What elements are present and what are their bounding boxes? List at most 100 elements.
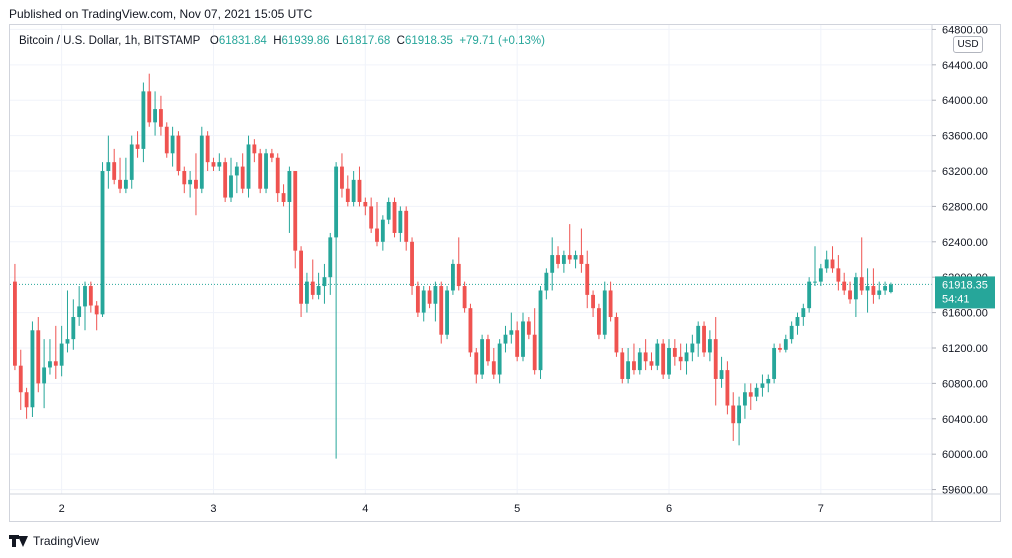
candle bbox=[281, 184, 286, 207]
candle-body bbox=[719, 370, 724, 379]
candle-body bbox=[795, 317, 800, 326]
candle bbox=[614, 312, 619, 357]
candle bbox=[159, 95, 163, 136]
close-value: 61918.35 bbox=[404, 35, 453, 47]
candle-body bbox=[415, 286, 420, 313]
footer-brand[interactable]: TradingView bbox=[9, 534, 99, 548]
candle bbox=[491, 347, 496, 379]
candle-body bbox=[538, 290, 543, 371]
candle-body bbox=[556, 255, 560, 264]
candle bbox=[509, 312, 514, 344]
candle-body bbox=[386, 201, 391, 220]
candle bbox=[363, 197, 368, 216]
candle bbox=[760, 374, 765, 397]
candle bbox=[807, 277, 812, 313]
candle bbox=[427, 286, 432, 309]
candle-body bbox=[637, 352, 642, 371]
candle bbox=[258, 148, 263, 194]
candle bbox=[877, 281, 882, 300]
candle-body bbox=[153, 109, 157, 123]
candle-body bbox=[176, 135, 181, 172]
candle-body bbox=[620, 352, 625, 379]
candle-body bbox=[369, 206, 374, 229]
candle-body bbox=[182, 171, 187, 185]
candle-body bbox=[509, 330, 514, 335]
currency-badge[interactable]: USD bbox=[953, 36, 983, 53]
candle bbox=[503, 325, 508, 353]
candle bbox=[398, 206, 403, 242]
candle bbox=[515, 321, 520, 362]
candle-body bbox=[678, 356, 683, 362]
candle-body bbox=[748, 392, 753, 397]
ohlc-legend: Bitcoin / U.S. Dollar, 1h, BITSTAMP O618… bbox=[19, 35, 545, 47]
candle bbox=[748, 383, 753, 410]
candle bbox=[164, 122, 169, 158]
candle bbox=[865, 268, 870, 313]
candle-body bbox=[316, 286, 321, 295]
y-tick-label: 59600.00 bbox=[942, 485, 988, 497]
candle-body bbox=[871, 286, 876, 295]
candle bbox=[824, 250, 829, 273]
candle bbox=[585, 250, 590, 309]
candle-body bbox=[626, 361, 631, 379]
candle-body bbox=[567, 255, 572, 260]
candle-body bbox=[754, 387, 759, 397]
candle-body bbox=[334, 166, 339, 238]
candle-body bbox=[585, 263, 590, 295]
candle-body bbox=[71, 317, 76, 340]
candle-body bbox=[188, 179, 193, 185]
last-price-badge bbox=[935, 276, 995, 309]
candle bbox=[848, 281, 852, 304]
candle bbox=[550, 237, 555, 291]
candle-body bbox=[159, 109, 163, 127]
candle-body bbox=[112, 162, 117, 180]
candle-body bbox=[194, 179, 198, 189]
candle-body bbox=[760, 383, 765, 388]
candles bbox=[13, 73, 893, 459]
candle-body bbox=[100, 171, 105, 315]
candle-body bbox=[778, 347, 782, 350]
candle bbox=[380, 215, 385, 251]
x-tick-label: 6 bbox=[666, 503, 672, 515]
candle-body bbox=[59, 343, 64, 366]
brand-name: TradingView bbox=[33, 534, 100, 548]
candle-body bbox=[211, 162, 216, 167]
candle-body bbox=[340, 166, 344, 189]
candle-body bbox=[702, 325, 706, 353]
candle-body bbox=[737, 405, 741, 424]
candle bbox=[474, 347, 479, 384]
candle-body bbox=[380, 219, 385, 242]
candle bbox=[783, 334, 788, 353]
candle-body bbox=[865, 286, 870, 291]
candle-body bbox=[94, 305, 99, 315]
candle-body bbox=[486, 339, 490, 362]
candle bbox=[421, 286, 426, 322]
candle bbox=[334, 162, 339, 459]
candle bbox=[462, 281, 467, 313]
candle bbox=[340, 153, 344, 198]
candle-body bbox=[813, 281, 817, 283]
candle bbox=[468, 303, 473, 357]
change-value: +79.71 (+0.13%) bbox=[459, 35, 545, 47]
candle bbox=[77, 286, 82, 326]
candle bbox=[112, 148, 117, 185]
candle bbox=[36, 317, 41, 393]
candle bbox=[415, 281, 420, 318]
last-price-value: 61918.35 bbox=[942, 279, 988, 291]
candle bbox=[439, 281, 444, 344]
candle bbox=[719, 356, 724, 388]
candle-body bbox=[655, 343, 660, 366]
candle bbox=[176, 131, 181, 176]
high-value: 61939.86 bbox=[281, 35, 330, 47]
candle bbox=[357, 166, 362, 207]
candle-body bbox=[696, 325, 701, 344]
candle bbox=[53, 325, 58, 379]
candle-body bbox=[258, 153, 263, 189]
candle bbox=[754, 383, 759, 402]
y-tick-label: 60800.00 bbox=[942, 378, 988, 390]
candle-body bbox=[579, 255, 584, 264]
candle-body bbox=[129, 144, 134, 180]
candle-body bbox=[883, 286, 887, 291]
candle-body bbox=[170, 135, 175, 154]
